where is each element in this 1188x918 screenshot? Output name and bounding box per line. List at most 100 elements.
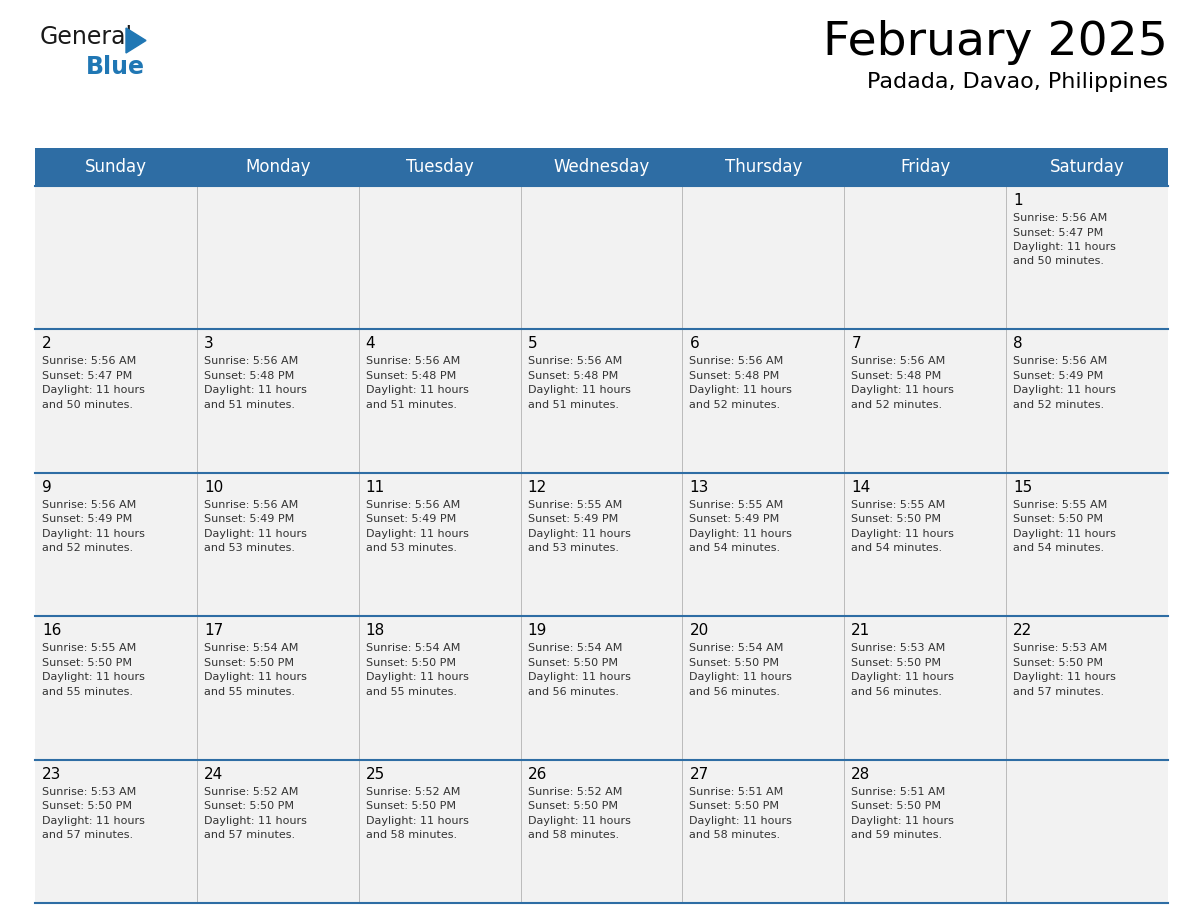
Text: Sunday: Sunday — [84, 158, 147, 176]
Text: and 52 minutes.: and 52 minutes. — [1013, 400, 1105, 410]
Text: Daylight: 11 hours: Daylight: 11 hours — [366, 386, 468, 396]
Text: Sunset: 5:50 PM: Sunset: 5:50 PM — [42, 801, 132, 812]
Text: Sunrise: 5:53 AM: Sunrise: 5:53 AM — [852, 644, 946, 654]
Text: Sunrise: 5:53 AM: Sunrise: 5:53 AM — [1013, 644, 1107, 654]
Text: 9: 9 — [42, 480, 52, 495]
Bar — [34, 759, 1168, 903]
Text: and 56 minutes.: and 56 minutes. — [852, 687, 942, 697]
Text: Sunset: 5:48 PM: Sunset: 5:48 PM — [689, 371, 779, 381]
Text: Daylight: 11 hours: Daylight: 11 hours — [204, 386, 307, 396]
Text: and 58 minutes.: and 58 minutes. — [527, 830, 619, 840]
Text: Sunset: 5:50 PM: Sunset: 5:50 PM — [366, 657, 456, 667]
Text: Sunset: 5:49 PM: Sunset: 5:49 PM — [689, 514, 779, 524]
Text: Daylight: 11 hours: Daylight: 11 hours — [204, 672, 307, 682]
Text: and 51 minutes.: and 51 minutes. — [527, 400, 619, 410]
Text: 13: 13 — [689, 480, 709, 495]
Text: Saturday: Saturday — [1050, 158, 1125, 176]
Text: Sunrise: 5:52 AM: Sunrise: 5:52 AM — [366, 787, 460, 797]
Text: Sunset: 5:50 PM: Sunset: 5:50 PM — [689, 801, 779, 812]
Text: Sunrise: 5:54 AM: Sunrise: 5:54 AM — [527, 644, 623, 654]
Text: Sunrise: 5:52 AM: Sunrise: 5:52 AM — [527, 787, 623, 797]
Text: 24: 24 — [204, 767, 223, 781]
Text: and 58 minutes.: and 58 minutes. — [689, 830, 781, 840]
Text: Daylight: 11 hours: Daylight: 11 hours — [42, 529, 145, 539]
Text: Sunset: 5:49 PM: Sunset: 5:49 PM — [366, 514, 456, 524]
Text: Sunset: 5:49 PM: Sunset: 5:49 PM — [1013, 371, 1104, 381]
Text: Sunset: 5:50 PM: Sunset: 5:50 PM — [366, 801, 456, 812]
Text: and 53 minutes.: and 53 minutes. — [527, 543, 619, 554]
Text: and 57 minutes.: and 57 minutes. — [42, 830, 133, 840]
Text: 28: 28 — [852, 767, 871, 781]
Text: Daylight: 11 hours: Daylight: 11 hours — [1013, 672, 1116, 682]
Text: Sunrise: 5:54 AM: Sunrise: 5:54 AM — [689, 644, 784, 654]
Bar — [34, 148, 1168, 186]
Text: Sunrise: 5:56 AM: Sunrise: 5:56 AM — [852, 356, 946, 366]
Text: 6: 6 — [689, 336, 700, 352]
Text: 10: 10 — [204, 480, 223, 495]
Text: 2: 2 — [42, 336, 51, 352]
Text: Sunrise: 5:56 AM: Sunrise: 5:56 AM — [204, 356, 298, 366]
Text: Sunset: 5:50 PM: Sunset: 5:50 PM — [1013, 657, 1104, 667]
Bar — [34, 473, 1168, 616]
Text: 26: 26 — [527, 767, 546, 781]
Text: Sunrise: 5:55 AM: Sunrise: 5:55 AM — [1013, 499, 1107, 509]
Text: and 58 minutes.: and 58 minutes. — [366, 830, 457, 840]
Text: 19: 19 — [527, 623, 546, 638]
Text: Sunset: 5:49 PM: Sunset: 5:49 PM — [527, 514, 618, 524]
Text: 27: 27 — [689, 767, 709, 781]
Text: Daylight: 11 hours: Daylight: 11 hours — [204, 815, 307, 825]
Text: 4: 4 — [366, 336, 375, 352]
Text: Sunrise: 5:55 AM: Sunrise: 5:55 AM — [42, 644, 137, 654]
Text: 25: 25 — [366, 767, 385, 781]
Text: Sunrise: 5:51 AM: Sunrise: 5:51 AM — [689, 787, 784, 797]
Text: and 53 minutes.: and 53 minutes. — [366, 543, 456, 554]
Text: Sunrise: 5:56 AM: Sunrise: 5:56 AM — [42, 356, 137, 366]
Text: Daylight: 11 hours: Daylight: 11 hours — [204, 529, 307, 539]
Text: Sunrise: 5:56 AM: Sunrise: 5:56 AM — [366, 499, 460, 509]
Text: Daylight: 11 hours: Daylight: 11 hours — [42, 386, 145, 396]
Text: 12: 12 — [527, 480, 546, 495]
Text: Daylight: 11 hours: Daylight: 11 hours — [366, 672, 468, 682]
Text: Daylight: 11 hours: Daylight: 11 hours — [527, 529, 631, 539]
Text: Sunrise: 5:56 AM: Sunrise: 5:56 AM — [204, 499, 298, 509]
Text: Daylight: 11 hours: Daylight: 11 hours — [366, 815, 468, 825]
Text: Sunset: 5:50 PM: Sunset: 5:50 PM — [852, 514, 941, 524]
Bar — [34, 616, 1168, 759]
Text: Sunset: 5:49 PM: Sunset: 5:49 PM — [42, 514, 132, 524]
Text: and 50 minutes.: and 50 minutes. — [1013, 256, 1104, 266]
Text: Sunrise: 5:55 AM: Sunrise: 5:55 AM — [689, 499, 784, 509]
Text: Daylight: 11 hours: Daylight: 11 hours — [689, 815, 792, 825]
Text: 23: 23 — [42, 767, 62, 781]
Text: Sunrise: 5:56 AM: Sunrise: 5:56 AM — [527, 356, 621, 366]
Text: Blue: Blue — [86, 55, 145, 79]
Text: Sunrise: 5:56 AM: Sunrise: 5:56 AM — [1013, 356, 1107, 366]
Text: and 55 minutes.: and 55 minutes. — [366, 687, 456, 697]
Text: Sunrise: 5:56 AM: Sunrise: 5:56 AM — [42, 499, 137, 509]
Text: and 55 minutes.: and 55 minutes. — [42, 687, 133, 697]
Text: Sunrise: 5:56 AM: Sunrise: 5:56 AM — [689, 356, 784, 366]
Text: and 52 minutes.: and 52 minutes. — [852, 400, 942, 410]
Text: Thursday: Thursday — [725, 158, 802, 176]
Text: Sunset: 5:48 PM: Sunset: 5:48 PM — [527, 371, 618, 381]
Text: 7: 7 — [852, 336, 861, 352]
Text: and 57 minutes.: and 57 minutes. — [1013, 687, 1105, 697]
Text: 21: 21 — [852, 623, 871, 638]
Text: 1: 1 — [1013, 193, 1023, 208]
Text: 22: 22 — [1013, 623, 1032, 638]
Text: Sunrise: 5:56 AM: Sunrise: 5:56 AM — [1013, 213, 1107, 223]
Text: Tuesday: Tuesday — [406, 158, 474, 176]
Text: Sunset: 5:50 PM: Sunset: 5:50 PM — [527, 801, 618, 812]
Text: Daylight: 11 hours: Daylight: 11 hours — [366, 529, 468, 539]
Text: Daylight: 11 hours: Daylight: 11 hours — [42, 672, 145, 682]
Text: and 56 minutes.: and 56 minutes. — [527, 687, 619, 697]
Text: Sunrise: 5:54 AM: Sunrise: 5:54 AM — [204, 644, 298, 654]
Text: 16: 16 — [42, 623, 62, 638]
Text: 3: 3 — [204, 336, 214, 352]
Text: February 2025: February 2025 — [823, 20, 1168, 65]
Bar — [34, 186, 1168, 330]
Text: Sunrise: 5:55 AM: Sunrise: 5:55 AM — [852, 499, 946, 509]
Bar — [34, 330, 1168, 473]
Text: and 50 minutes.: and 50 minutes. — [42, 400, 133, 410]
Text: Padada, Davao, Philippines: Padada, Davao, Philippines — [867, 72, 1168, 92]
Text: Sunset: 5:50 PM: Sunset: 5:50 PM — [527, 657, 618, 667]
